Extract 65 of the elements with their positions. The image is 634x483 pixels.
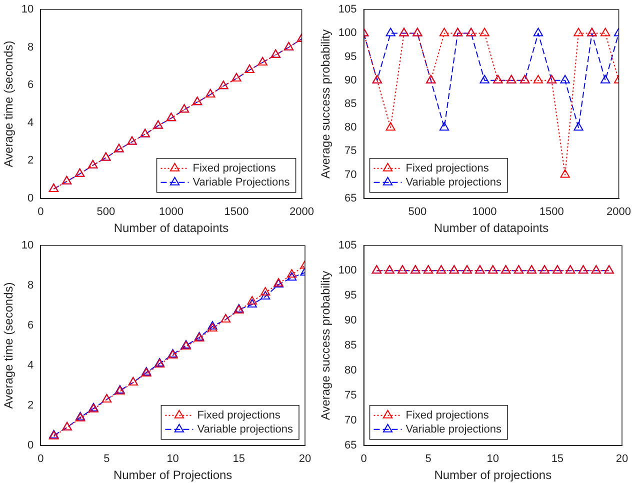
- y-tick-label: 80: [344, 122, 357, 134]
- y-tick-label: 0: [28, 439, 34, 452]
- y-tick-label: 8: [28, 41, 34, 54]
- x-tick-label: 20: [298, 453, 312, 466]
- y-axis-title: Average success probability: [318, 270, 333, 420]
- y-tick-label: 65: [344, 192, 357, 204]
- x-tick-label: 1000: [158, 206, 184, 218]
- x-tick-label: 5: [425, 453, 432, 466]
- y-tick-label: 65: [344, 439, 357, 452]
- x-tick-label: 2000: [290, 206, 314, 218]
- legend-label: Fixed projections: [197, 409, 281, 422]
- y-tick-label: 70: [344, 414, 357, 426]
- x-tick-label: 0: [360, 453, 367, 466]
- legend-label: Fixed projections: [406, 409, 490, 422]
- legend-label: Variable Projections: [192, 176, 290, 188]
- x-tick-label: 1500: [224, 206, 249, 218]
- y-tick-label: 4: [28, 360, 34, 372]
- x-tick-label: 500: [96, 206, 116, 218]
- legend-label: Variable projections: [197, 423, 294, 436]
- x-tick-label: 2000: [606, 206, 632, 218]
- y-axis-title: Average time (seconds): [2, 40, 16, 168]
- legend-label: Variable projections: [406, 423, 502, 436]
- y-tick-label: 105: [338, 240, 357, 252]
- x-axis-title: Number of datapoints: [114, 221, 229, 236]
- y-tick-label: 90: [344, 74, 357, 86]
- y-tick-label: 100: [338, 27, 357, 40]
- legend-label: Variable projections: [406, 176, 502, 188]
- y-tick-label: 100: [338, 264, 357, 277]
- x-tick-label: 0: [38, 453, 44, 466]
- x-tick-label: 1000: [472, 206, 497, 218]
- x-axis-title: Number of Projections: [113, 468, 232, 482]
- y-tick-label: 85: [344, 98, 357, 110]
- y-axis-title: Average success probability: [318, 29, 333, 179]
- y-tick-label: 6: [28, 79, 34, 92]
- x-tick-label: 10: [166, 453, 179, 466]
- y-tick-label: 10: [21, 4, 34, 16]
- y-tick-label: 80: [344, 364, 357, 377]
- x-tick-label: 10: [486, 453, 499, 466]
- x-tick-label: 500: [408, 206, 427, 218]
- x-axis-title: Number of projections: [434, 468, 552, 482]
- x-tick-label: 5: [104, 453, 110, 466]
- x-tick-label: 1500: [539, 206, 564, 218]
- legend-label: Fixed projections: [192, 162, 276, 174]
- x-tick-label: 20: [616, 453, 628, 466]
- y-axis-title: Average time (seconds): [2, 282, 16, 409]
- y-tick-label: 85: [344, 340, 357, 352]
- y-tick-label: 8: [28, 280, 34, 292]
- y-tick-label: 2: [28, 154, 34, 167]
- y-tick-label: 75: [344, 389, 357, 402]
- x-axis-title: Number of datapoints: [434, 221, 549, 236]
- y-tick-label: 95: [344, 290, 357, 302]
- y-tick-label: 10: [21, 240, 34, 252]
- y-tick-label: 2: [28, 399, 34, 412]
- y-tick-label: 75: [344, 145, 357, 158]
- y-tick-label: 95: [344, 50, 357, 63]
- x-tick-label: 15: [232, 453, 246, 466]
- y-tick-label: 4: [28, 116, 34, 129]
- legend-label: Fixed projections: [406, 162, 490, 174]
- y-tick-label: 105: [338, 4, 357, 16]
- x-tick-label: 15: [551, 453, 564, 466]
- y-tick-label: 6: [28, 320, 34, 332]
- y-tick-label: 0: [28, 192, 34, 204]
- y-tick-label: 90: [344, 314, 357, 327]
- y-tick-label: 70: [344, 168, 357, 181]
- x-tick-label: 0: [38, 206, 44, 218]
